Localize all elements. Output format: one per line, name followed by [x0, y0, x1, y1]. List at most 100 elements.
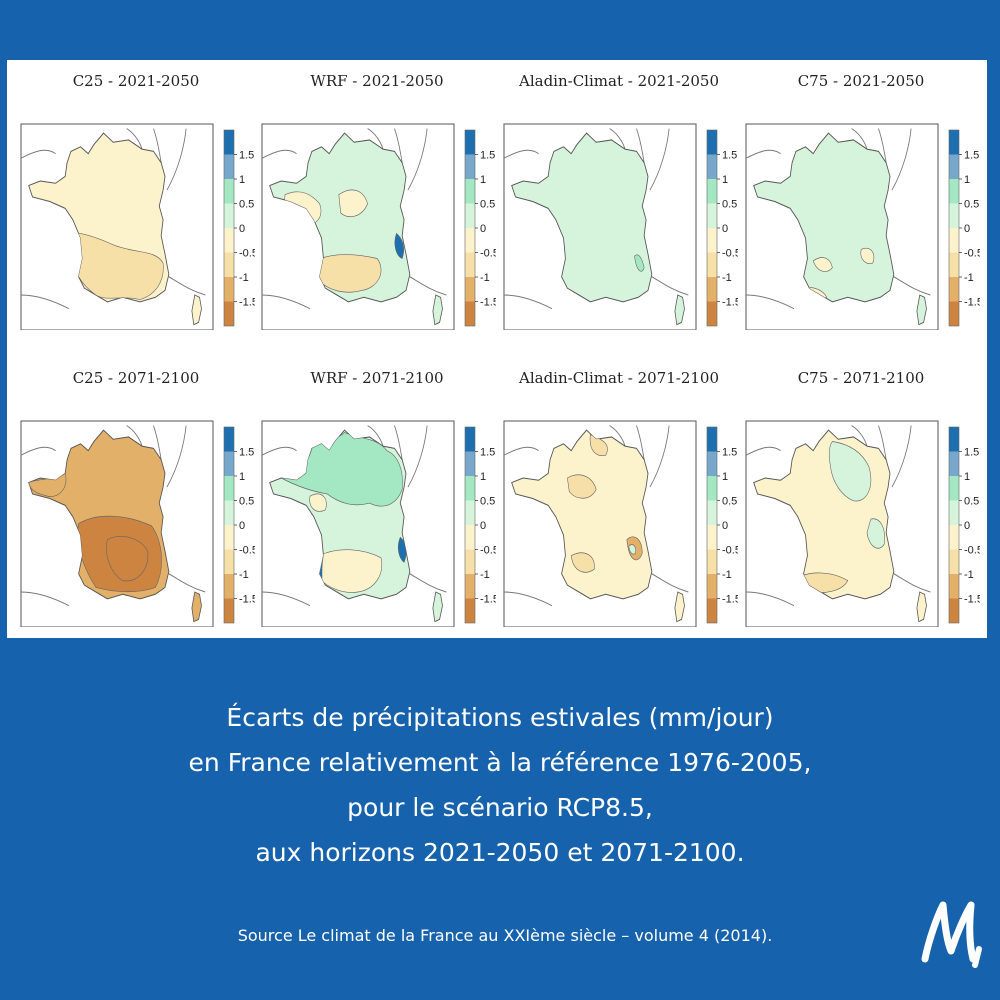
map-title: WRF - 2071-2100 [310, 369, 444, 387]
country-border [168, 276, 206, 296]
legend-swatch [224, 252, 234, 277]
legend-tick-label: 1.5 [239, 447, 254, 459]
legend-swatch [224, 451, 234, 476]
legend-swatch [949, 500, 959, 525]
legend-tick-label: -0.5 [722, 248, 738, 260]
map-figure: 1.5 1 0.5 0 -0.5 -1 -1.5 [503, 123, 738, 330]
corsica-outline [674, 591, 685, 623]
map-title: C75 - 2021-2050 [797, 72, 925, 90]
legend-tick-label: 1 [964, 174, 970, 186]
legend-swatch [465, 179, 475, 204]
legend-swatch [465, 574, 475, 599]
legend-tick-label: 0 [964, 520, 970, 532]
legend-swatch [707, 427, 717, 452]
legend-swatch [465, 228, 475, 253]
legend-tick-label: -0.5 [722, 545, 738, 557]
legend-swatch [224, 549, 234, 574]
legend-swatch [707, 476, 717, 501]
legend-swatch [465, 451, 475, 476]
legend-tick-label: 1 [239, 174, 245, 186]
legend-swatch [224, 500, 234, 525]
m-logo-icon [921, 901, 982, 968]
country-border [609, 128, 626, 150]
legend-swatch [224, 154, 234, 179]
legend-swatch [465, 549, 475, 574]
legend-swatch [465, 154, 475, 179]
country-border [503, 149, 539, 159]
legend-swatch [224, 130, 234, 155]
legend-swatch [949, 277, 959, 302]
legend-tick-label: -0.5 [239, 545, 255, 557]
legend-swatch [949, 154, 959, 179]
legend-tick-label: 0 [239, 223, 245, 235]
country-border [745, 446, 781, 456]
legend-tick-label: 1.5 [722, 150, 737, 162]
legend-swatch [707, 277, 717, 302]
legend-swatch [465, 500, 475, 525]
legend-tick-label: 0.5 [480, 199, 495, 211]
country-border [367, 425, 384, 447]
precip-zone [828, 441, 872, 502]
country-border [20, 591, 70, 607]
legend-swatch [949, 252, 959, 277]
map-figure: 1.5 1 0.5 0 -0.5 -1 -1.5 [745, 123, 980, 330]
country-border [126, 425, 143, 447]
france-outline [511, 132, 653, 303]
country-border [649, 425, 670, 488]
country-border [20, 149, 56, 159]
legend-tick-label: -1.5 [480, 594, 496, 606]
legend-tick-label: -0.5 [239, 248, 255, 260]
legend-swatch [224, 525, 234, 550]
country-border [878, 425, 887, 460]
corsica-outline [432, 591, 443, 623]
legend-tick-label: 1 [239, 471, 245, 483]
corsica-outline [432, 294, 443, 326]
country-border [609, 425, 626, 447]
map-figure: 1.5 1 0.5 0 -0.5 -1 -1.5 [20, 123, 255, 330]
legend-tick-label: 1.5 [480, 447, 495, 459]
map-figure: 1.5 1 0.5 0 -0.5 -1 -1.5 [20, 420, 255, 627]
country-border [394, 425, 403, 460]
legend-swatch [949, 549, 959, 574]
legend-tick-label: -1.5 [239, 594, 255, 606]
legend-tick-label: 1 [480, 471, 486, 483]
legend-swatch [224, 301, 234, 326]
legend-swatch [707, 252, 717, 277]
legend-swatch [224, 228, 234, 253]
country-border [503, 294, 553, 310]
country-border [891, 128, 912, 191]
legend-tick-label: 0 [722, 223, 728, 235]
country-border [394, 128, 403, 163]
legend-tick-label: 0.5 [964, 199, 979, 211]
legend-tick-label: 1 [480, 174, 486, 186]
legend-swatch [224, 574, 234, 599]
legend-swatch [949, 476, 959, 501]
legend-swatch [949, 451, 959, 476]
country-border [649, 128, 670, 191]
legend-swatch [224, 179, 234, 204]
country-border [261, 446, 297, 456]
precip-zone [315, 254, 382, 293]
legend-swatch [465, 277, 475, 302]
legend-tick-label: 1.5 [480, 150, 495, 162]
caption-line-2: en France relativement à la référence 19… [188, 748, 812, 777]
country-border [409, 276, 447, 296]
map-panel: C75 - 2021-2050 1.5 1 0.5 0 -0.5 -1 -1.5 [742, 60, 980, 330]
country-border [503, 446, 539, 456]
legend-tick-label: -1 [480, 569, 490, 581]
legend-swatch [949, 203, 959, 228]
country-border [126, 128, 143, 150]
map-figure: 1.5 1 0.5 0 -0.5 -1 -1.5 [503, 420, 738, 627]
country-border [503, 591, 553, 607]
map-panel: WRF - 2021-2050 1.5 1 0.5 0 -0.5 -1 -1.5 [258, 60, 496, 330]
map-panel: C25 - 2021-2050 1.5 1 0.5 0 -0.5 -1 -1.5 [17, 60, 255, 330]
caption-line-3: pour le scénario RCP8.5, [347, 793, 653, 822]
country-border [153, 425, 162, 460]
country-border [168, 573, 206, 593]
legend-swatch [224, 203, 234, 228]
legend-swatch [949, 179, 959, 204]
legend-swatch [707, 154, 717, 179]
legend-tick-label: -1 [964, 272, 974, 284]
country-border [878, 128, 887, 163]
legend-swatch [707, 203, 717, 228]
